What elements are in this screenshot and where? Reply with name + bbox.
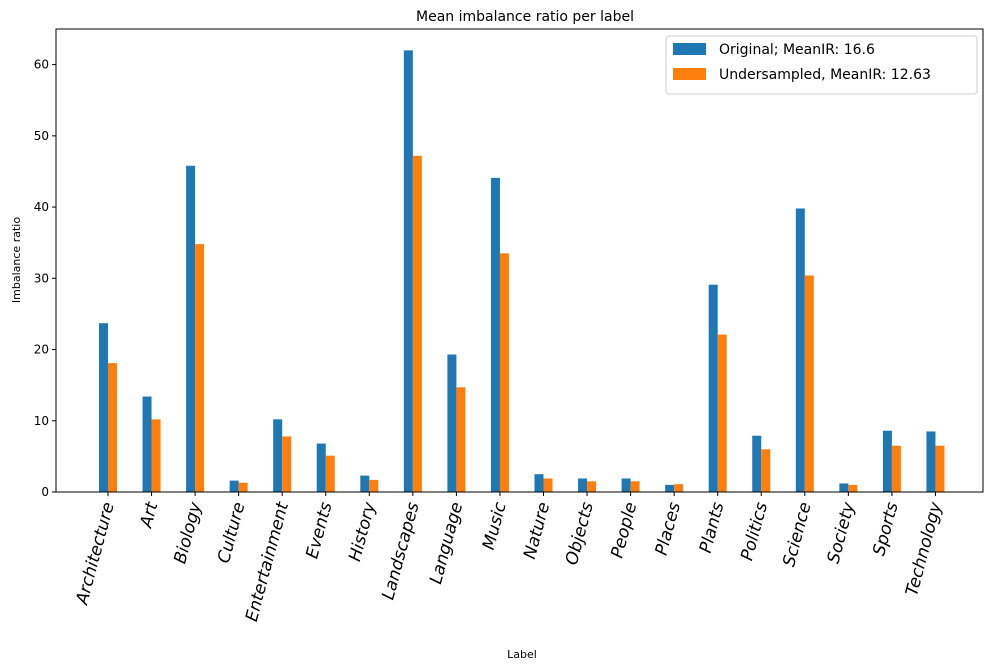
bar-undersampled-architecture bbox=[108, 363, 117, 492]
bar-original-history bbox=[360, 475, 370, 492]
x-axis-label: Label bbox=[507, 648, 537, 661]
bar-original-art bbox=[142, 396, 152, 492]
bar-undersampled-plants bbox=[717, 334, 727, 492]
x-tick-label: Technology bbox=[902, 499, 946, 598]
y-tick-label: 30 bbox=[34, 271, 49, 285]
bar-undersampled-places bbox=[674, 484, 684, 492]
bar-original-music bbox=[490, 177, 500, 492]
legend-label-undersampled: Undersampled, MeanIR: 12.63 bbox=[719, 67, 931, 83]
bar-original-nature bbox=[534, 474, 544, 492]
bar-original-science bbox=[795, 208, 805, 493]
bar-undersampled-science bbox=[804, 275, 814, 492]
bar-undersampled-sports bbox=[891, 445, 901, 492]
legend-box bbox=[665, 35, 978, 95]
bar-undersampled-music bbox=[499, 253, 509, 492]
x-tick-label: Plants bbox=[696, 500, 729, 555]
bar-undersampled-art bbox=[151, 419, 161, 492]
bar-undersampled-people bbox=[630, 481, 640, 492]
x-tick-label: Objects bbox=[562, 500, 598, 567]
x-tick-label: Music bbox=[479, 499, 511, 552]
bar-original-architecture bbox=[99, 323, 108, 492]
x-tick-label: Culture bbox=[214, 500, 249, 565]
x-tick-label: Architecture bbox=[72, 500, 119, 607]
y-tick-label: 10 bbox=[34, 414, 49, 428]
bar-undersampled-language bbox=[456, 387, 466, 492]
bar-undersampled-culture bbox=[238, 482, 248, 492]
y-tick-label: 40 bbox=[34, 200, 49, 214]
bar-undersampled-landscapes bbox=[412, 155, 422, 492]
bar-original-culture bbox=[229, 480, 239, 492]
legend-swatch-undersampled bbox=[673, 68, 706, 80]
bar-original-plants bbox=[708, 284, 718, 492]
bar-undersampled-technology bbox=[935, 445, 945, 492]
bar-undersampled-history bbox=[369, 479, 379, 492]
x-tick-label: Society bbox=[824, 499, 860, 565]
y-tick-label: 60 bbox=[34, 58, 49, 72]
bar-original-language bbox=[447, 354, 457, 492]
x-tick-label: Places bbox=[652, 500, 685, 558]
bar-undersampled-objects bbox=[587, 481, 597, 492]
bar-undersampled-politics bbox=[761, 449, 771, 492]
y-tick-label: 50 bbox=[34, 129, 49, 143]
bar-original-landscapes bbox=[403, 50, 413, 492]
bar-original-society bbox=[839, 483, 849, 492]
legend-swatch-original bbox=[673, 43, 706, 55]
y-axis-label: Imbalance ratio bbox=[10, 217, 23, 303]
x-axis: Architecture Art Biology CultureEntertainme… bbox=[72, 492, 947, 624]
bar-original-politics bbox=[752, 435, 762, 492]
legend: Original; MeanIR: 16.6 Undersampled, Mea… bbox=[665, 35, 978, 95]
bar-original-people bbox=[621, 478, 631, 492]
y-tick-label: 0 bbox=[41, 485, 49, 499]
bar-original-events bbox=[316, 443, 326, 492]
plot-frame bbox=[55, 28, 984, 493]
bar-original-technology bbox=[926, 431, 936, 492]
bar-original-objects bbox=[578, 478, 588, 492]
x-tick-label: History bbox=[345, 499, 380, 564]
legend-label-original: Original; MeanIR: 16.6 bbox=[719, 42, 875, 58]
bar-undersampled-nature bbox=[543, 478, 553, 492]
x-tick-label: Language bbox=[426, 500, 467, 586]
bar-original-sports bbox=[882, 430, 892, 492]
bar-undersampled-biology bbox=[195, 244, 205, 492]
x-tick-label: Art bbox=[136, 499, 162, 531]
x-tick-label: Biology bbox=[170, 499, 206, 566]
x-tick-label: Nature bbox=[520, 500, 554, 561]
x-tick-label: Entertainment bbox=[242, 499, 293, 624]
y-axis: 0 10 20 30 40 50 60 bbox=[34, 58, 56, 499]
bar-original-entertainment bbox=[273, 419, 283, 492]
x-tick-label: Science bbox=[779, 500, 815, 569]
bar-original-places bbox=[665, 484, 675, 492]
chart-title: Mean imbalance ratio per label bbox=[416, 9, 634, 25]
x-tick-label: Politics bbox=[737, 500, 772, 563]
bar-undersampled-entertainment bbox=[282, 436, 292, 492]
bars-group bbox=[99, 50, 945, 493]
bar-undersampled-society bbox=[848, 484, 858, 492]
x-tick-label: Landscapes bbox=[378, 500, 423, 602]
x-tick-label: Events bbox=[302, 500, 336, 561]
x-tick-label: People bbox=[607, 500, 641, 560]
x-tick-label: Sports bbox=[869, 500, 902, 558]
bar-undersampled-events bbox=[325, 455, 335, 492]
y-tick-label: 20 bbox=[34, 343, 49, 357]
bar-original-biology bbox=[186, 165, 196, 493]
